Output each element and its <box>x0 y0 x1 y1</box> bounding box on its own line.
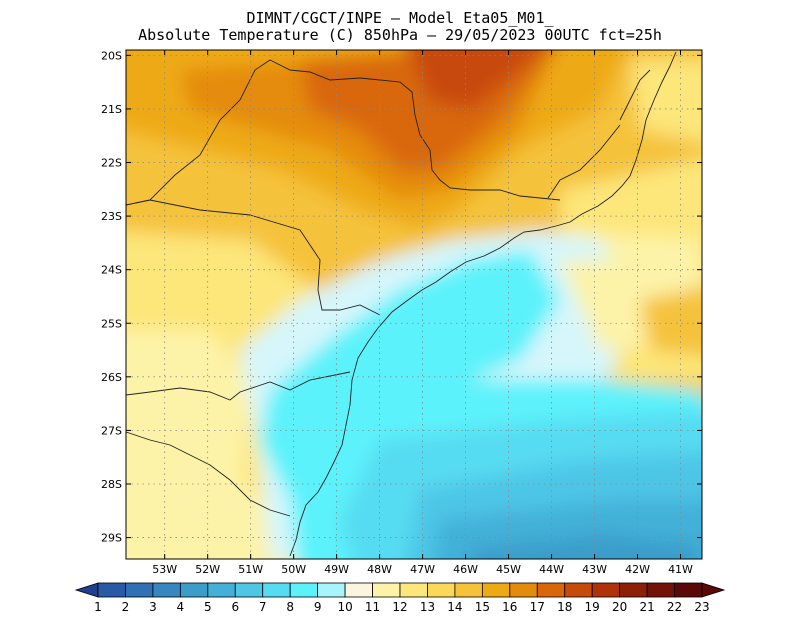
lon-tick-label: 52W <box>195 563 220 576</box>
lat-tick-label: 29S <box>101 532 122 545</box>
colorbar: 1 2 3 4 5 6 7 8 9 10 11 12 13 14 15 16 17 18 19 20 21 22 23 <box>74 582 726 614</box>
colorbar-swatch <box>646 582 675 598</box>
lon-tick-label: 42W <box>625 563 650 576</box>
colorbar-label: 14 <box>447 600 462 614</box>
state-border <box>126 59 561 206</box>
colorbar-label: 3 <box>149 600 157 614</box>
colorbar-max-arrow <box>701 582 726 598</box>
colorbar-label: 20 <box>612 600 627 614</box>
colorbar-label: 10 <box>337 600 352 614</box>
colorbar-label: 1 <box>94 600 102 614</box>
colorbar-label: 16 <box>502 600 517 614</box>
state-border <box>126 431 291 517</box>
plot-frame <box>125 49 703 560</box>
lat-tick-label: 27S <box>101 424 122 437</box>
title-line-2: Absolute Temperature (C) 850hPa – 29/05/… <box>138 26 662 44</box>
lon-tick-label: 47W <box>410 563 435 576</box>
colorbar-swatch <box>234 582 264 598</box>
colorbar-swatch <box>454 582 483 598</box>
state-border <box>547 124 621 199</box>
colorbar-swatch <box>262 582 291 598</box>
colorbar-label: 8 <box>286 600 294 614</box>
colorbar-swatch <box>289 582 319 598</box>
colorbar-label: 23 <box>694 600 709 614</box>
colorbar-label: 11 <box>365 600 380 614</box>
lon-tick-label: 51W <box>238 563 263 576</box>
lat-tick-label: 22S <box>101 157 122 170</box>
colorbar-swatch <box>509 582 538 598</box>
colorbar-label: 5 <box>204 600 212 614</box>
colorbar-label: 22 <box>667 600 682 614</box>
colorbar-label: 9 <box>314 600 322 614</box>
lat-tick-label: 21S <box>101 103 122 116</box>
colorbar-label: 18 <box>557 600 572 614</box>
colorbar-label: 4 <box>177 600 185 614</box>
lon-tick-label: 48W <box>367 563 392 576</box>
colorbar-label: 13 <box>420 600 435 614</box>
colorbar-swatch <box>97 582 126 598</box>
lon-tick-label: 41W <box>668 563 693 576</box>
graticule <box>126 50 702 559</box>
lat-tick-label: 28S <box>101 478 122 491</box>
colorbar-swatch <box>152 582 181 598</box>
latitude-axis: 20S 21S 22S 23S 24S 25S 26S 27S 28S 29S <box>101 49 702 545</box>
colorbar-label: 21 <box>639 600 654 614</box>
lon-tick-label: 46W <box>453 563 478 576</box>
colorbar-swatch <box>179 582 209 598</box>
lat-tick-label: 24S <box>101 264 122 277</box>
coastline-borders <box>126 51 677 557</box>
state-border <box>619 69 651 121</box>
colorbar-swatch <box>344 582 373 598</box>
temperature-field <box>126 50 702 559</box>
lon-tick-label: 44W <box>539 563 564 576</box>
colorbar-swatch <box>207 582 236 598</box>
colorbar-swatch <box>399 582 428 598</box>
colorbar-min-arrow <box>74 582 99 598</box>
longitude-axis: 53W 52W 51W 50W 49W 48W 47W 46W 45W 44W 43W 42W 41W <box>152 50 693 576</box>
colorbar-swatch <box>619 582 648 598</box>
title-line-1: DIMNT/CGCT/INPE – Model Eta05_M01_ <box>246 9 554 27</box>
lon-tick-label: 50W <box>281 563 306 576</box>
lat-tick-label: 20S <box>101 49 122 62</box>
lon-tick-label: 43W <box>582 563 607 576</box>
colorbar-swatch <box>317 582 346 598</box>
colorbar-swatch <box>591 582 621 598</box>
coastline <box>289 51 677 557</box>
lat-tick-label: 25S <box>101 317 122 330</box>
colorbar-swatch <box>125 582 154 598</box>
lon-tick-label: 49W <box>324 563 349 576</box>
colorbar-label: 15 <box>475 600 490 614</box>
colorbar-swatch <box>536 582 566 598</box>
colorbar-swatch <box>674 582 703 598</box>
colorbar-label: 17 <box>530 600 545 614</box>
state-border <box>126 199 381 316</box>
colorbar-label: 12 <box>392 600 407 614</box>
colorbar-label: 6 <box>231 600 239 614</box>
colorbar-swatch <box>564 582 593 598</box>
colorbar-swatch <box>372 582 401 598</box>
lat-tick-label: 23S <box>101 210 122 223</box>
lon-tick-label: 53W <box>152 563 177 576</box>
lat-tick-label: 26S <box>101 371 122 384</box>
colorbar-label: 19 <box>585 600 600 614</box>
colorbar-label: 7 <box>259 600 267 614</box>
state-border <box>126 371 351 401</box>
colorbar-label: 2 <box>122 600 130 614</box>
lon-tick-label: 45W <box>496 563 521 576</box>
colorbar-swatch <box>427 582 456 598</box>
colorbar-swatch <box>481 582 511 598</box>
